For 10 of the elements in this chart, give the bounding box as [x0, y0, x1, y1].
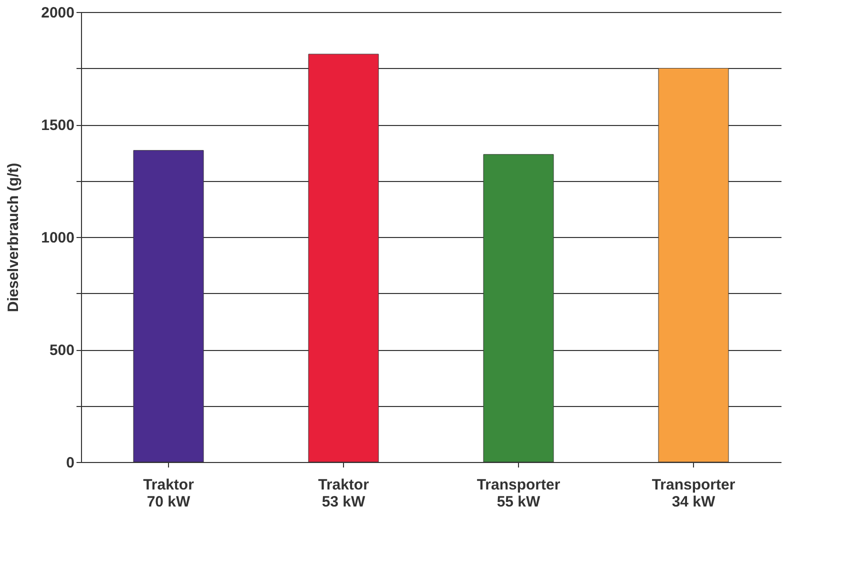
x-tick-label: Traktor 53 kW [318, 476, 370, 510]
y-tick-label: 1500 [41, 117, 74, 134]
y-axis-title: Dieselverbrauch (g/t) [5, 162, 22, 312]
y-tick-label: 0 [66, 454, 74, 472]
x-tick-label: Transporter 34 kW [652, 476, 736, 510]
y-tick-label: 1000 [41, 230, 74, 246]
x-tick-label: Traktor 70 kW [143, 476, 194, 510]
x-tick-label: Transporter 55 kW [476, 476, 560, 510]
y-tick-label: 500 [49, 342, 74, 359]
y-tick-label: 2000 [41, 4, 74, 22]
